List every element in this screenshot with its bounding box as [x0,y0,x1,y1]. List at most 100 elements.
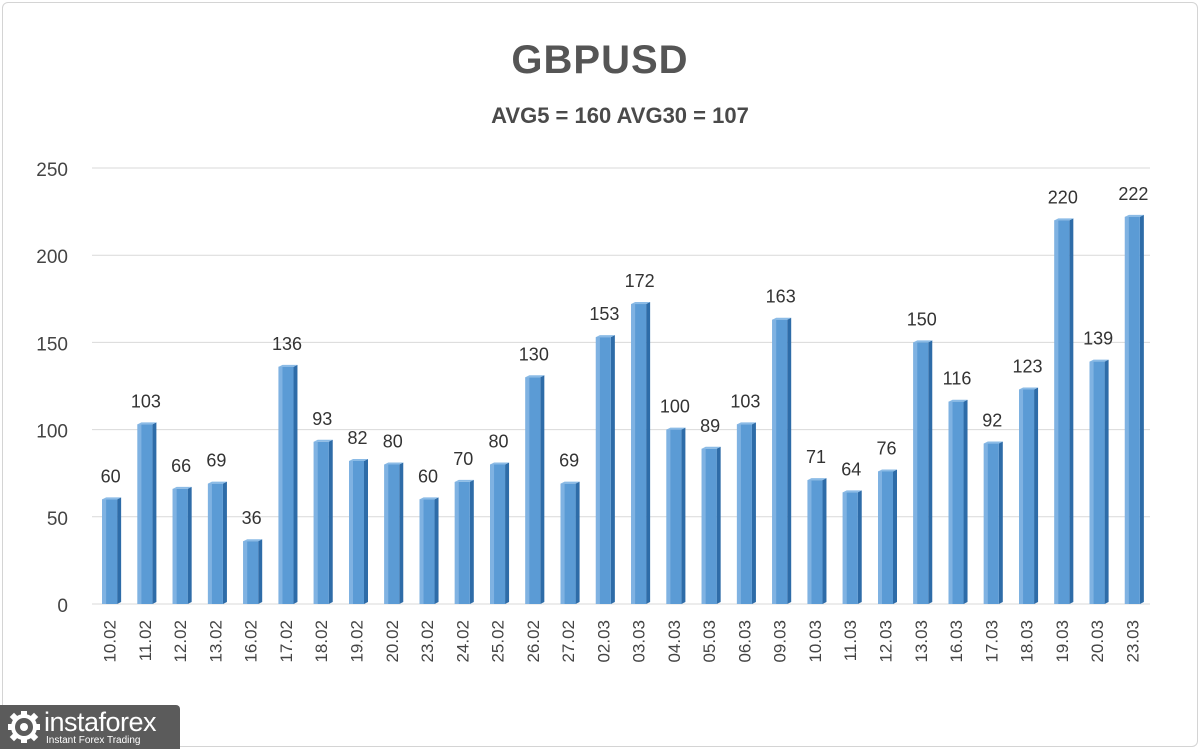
data-label: 139 [1083,329,1113,349]
x-tick-label: 25.02 [489,620,508,663]
data-label: 60 [418,466,438,486]
data-label: 69 [206,451,226,471]
data-label: 36 [242,508,262,528]
data-label: 103 [131,391,161,411]
x-tick-label: 12.02 [171,620,190,663]
bar [278,364,298,604]
bar [807,478,827,604]
bars [102,214,1144,604]
bar [102,497,122,604]
data-label: 163 [766,287,796,307]
instaforex-logo: instaforex Instant Forex Trading [0,705,180,749]
data-label: 64 [841,459,861,479]
bar [490,462,510,604]
bar [1054,218,1074,604]
x-tick-label: 10.02 [101,620,120,663]
x-tick-label: 23.02 [418,620,437,663]
data-label: 80 [489,431,509,451]
bar [772,317,792,604]
data-label: 60 [101,466,121,486]
bar [560,481,580,604]
gear-logo-icon [8,711,40,743]
x-tick-label: 18.02 [312,620,331,663]
bar [313,439,333,604]
data-label: 93 [312,409,332,429]
bar [137,422,157,604]
x-tick-label: 16.03 [947,620,966,663]
bar [243,539,263,604]
y-tick-label: 50 [47,509,68,530]
bar [983,441,1003,604]
data-label: 153 [589,304,619,324]
grid-lines [92,167,1150,605]
data-label: 100 [660,397,690,417]
x-tick-label: 23.03 [1123,620,1142,663]
data-label: 172 [625,271,655,291]
data-label: 71 [806,447,826,467]
y-tick-label: 0 [57,596,68,617]
x-tick-label: 20.03 [1088,620,1107,663]
x-tick-label: 17.02 [277,620,296,663]
x-tick-label: 11.02 [136,620,155,661]
x-tick-label: 16.02 [242,620,261,663]
data-label: 220 [1048,187,1078,207]
data-label: 89 [700,416,720,436]
bar [736,422,756,604]
x-tick-label: 18.03 [1018,620,1037,663]
data-label: 82 [347,428,367,448]
y-tick-label: 100 [36,422,68,443]
data-label: 130 [519,344,549,364]
bar [842,490,862,604]
bar [631,302,651,604]
x-tick-label: 20.02 [383,620,402,663]
x-tick-label: 09.03 [771,620,790,663]
x-tick-label: 27.02 [559,620,578,663]
data-label: 103 [730,391,760,411]
bar [349,458,368,604]
x-tick-label: 26.02 [524,620,543,663]
data-label: 150 [907,309,937,329]
data-label: 69 [559,451,579,471]
bar [1089,359,1109,604]
bar [419,497,439,604]
x-axis-ticks: 10.02 11.02 12.02 13.02 16.02 17.02 18.02 19.02… [101,620,1143,663]
x-tick-label: 04.03 [665,620,684,663]
x-tick-label: 02.03 [594,620,613,663]
bar [1124,214,1144,604]
bar [666,427,686,604]
data-label: 70 [453,449,473,469]
logo-tagline: Instant Forex Trading [46,735,141,746]
x-tick-label: 12.03 [877,620,896,663]
bar [384,462,404,604]
data-label: 66 [171,456,191,476]
bar [878,469,897,604]
data-label: 92 [982,411,1002,431]
x-tick-label: 11.03 [841,620,860,661]
y-tick-label: 150 [36,334,68,355]
x-tick-label: 10.03 [806,620,825,663]
chart-subtitle: AVG5 = 160 AVG30 = 107 [491,103,749,128]
bar [207,481,227,604]
x-tick-label: 05.03 [700,620,719,663]
y-axis-ticks: 0 50 100 150 200 250 [36,160,68,617]
bar [595,335,615,604]
bar [525,375,545,604]
data-label: 222 [1118,184,1148,204]
bar [948,399,968,604]
bar [172,486,192,604]
x-tick-label: 13.02 [206,620,225,663]
x-tick-label: 19.02 [348,620,367,663]
data-label: 76 [876,438,896,458]
data-label: 80 [383,431,403,451]
x-tick-label: 13.03 [912,620,931,663]
data-label: 116 [943,369,972,389]
bar [454,479,474,604]
bar [701,446,721,604]
x-tick-label: 03.03 [630,620,649,663]
y-tick-label: 200 [36,247,68,268]
y-tick-label: 250 [36,160,68,181]
data-label: 136 [272,334,302,354]
x-tick-label: 17.03 [982,620,1001,663]
logo-name: instaforex [44,707,157,737]
